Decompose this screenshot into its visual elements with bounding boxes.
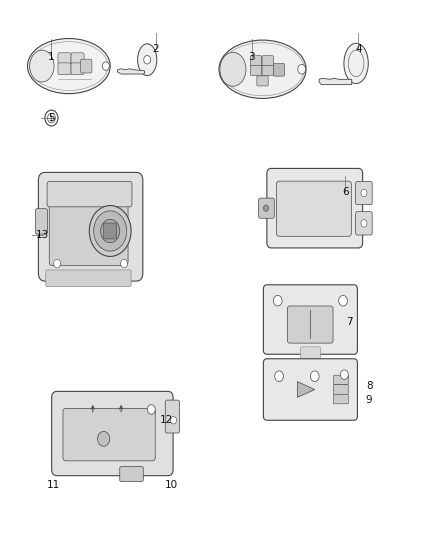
FancyBboxPatch shape [276,181,351,236]
Circle shape [298,64,306,74]
FancyBboxPatch shape [300,347,321,360]
Text: 10: 10 [165,480,178,490]
Ellipse shape [344,43,368,84]
Ellipse shape [30,50,54,82]
Polygon shape [297,382,315,398]
FancyBboxPatch shape [333,385,348,394]
FancyBboxPatch shape [58,63,71,75]
Text: 3: 3 [248,52,255,62]
Circle shape [340,370,348,379]
Text: 9: 9 [366,395,372,405]
FancyBboxPatch shape [63,408,155,461]
FancyBboxPatch shape [258,198,274,218]
FancyBboxPatch shape [71,53,84,64]
Circle shape [361,220,367,227]
FancyBboxPatch shape [52,391,173,475]
Ellipse shape [28,38,110,94]
FancyBboxPatch shape [71,63,84,75]
Circle shape [339,295,347,306]
Text: 8: 8 [366,381,372,391]
Circle shape [263,205,268,212]
FancyBboxPatch shape [251,65,261,75]
Circle shape [53,260,60,268]
Polygon shape [117,69,145,74]
Text: 5: 5 [48,113,55,123]
Circle shape [311,371,319,382]
Text: 6: 6 [342,187,349,197]
FancyBboxPatch shape [333,394,348,404]
Ellipse shape [220,52,246,86]
FancyBboxPatch shape [46,270,131,286]
Circle shape [170,417,177,424]
FancyBboxPatch shape [104,223,117,239]
Circle shape [144,55,151,64]
Circle shape [45,110,58,126]
Circle shape [275,371,283,382]
FancyBboxPatch shape [356,212,372,235]
Circle shape [98,431,110,446]
FancyBboxPatch shape [81,59,92,73]
Text: 2: 2 [152,44,159,54]
FancyBboxPatch shape [257,76,268,86]
FancyBboxPatch shape [262,56,273,66]
Ellipse shape [219,40,306,99]
Circle shape [102,62,110,70]
Text: 11: 11 [47,480,60,490]
Circle shape [94,211,127,251]
FancyBboxPatch shape [262,65,273,75]
FancyBboxPatch shape [165,400,180,433]
Circle shape [47,114,55,123]
FancyBboxPatch shape [35,209,47,234]
Text: 12: 12 [160,415,173,425]
Circle shape [89,206,131,256]
FancyBboxPatch shape [251,56,261,66]
FancyBboxPatch shape [263,285,357,354]
FancyBboxPatch shape [120,467,143,481]
FancyBboxPatch shape [356,181,372,205]
Text: 4: 4 [355,44,362,54]
Polygon shape [319,78,352,85]
Circle shape [273,295,282,306]
Circle shape [361,189,367,197]
Text: 13: 13 [36,230,49,240]
FancyBboxPatch shape [267,168,363,248]
FancyBboxPatch shape [47,181,132,207]
FancyBboxPatch shape [273,63,285,76]
FancyBboxPatch shape [287,306,333,343]
FancyBboxPatch shape [58,53,71,64]
FancyBboxPatch shape [263,359,357,420]
FancyBboxPatch shape [49,193,128,266]
FancyBboxPatch shape [39,172,143,281]
Circle shape [120,260,127,268]
Text: 7: 7 [346,317,353,327]
Circle shape [101,219,120,243]
Circle shape [148,405,155,414]
FancyBboxPatch shape [333,375,348,385]
Text: 1: 1 [48,52,55,62]
Ellipse shape [138,44,157,76]
